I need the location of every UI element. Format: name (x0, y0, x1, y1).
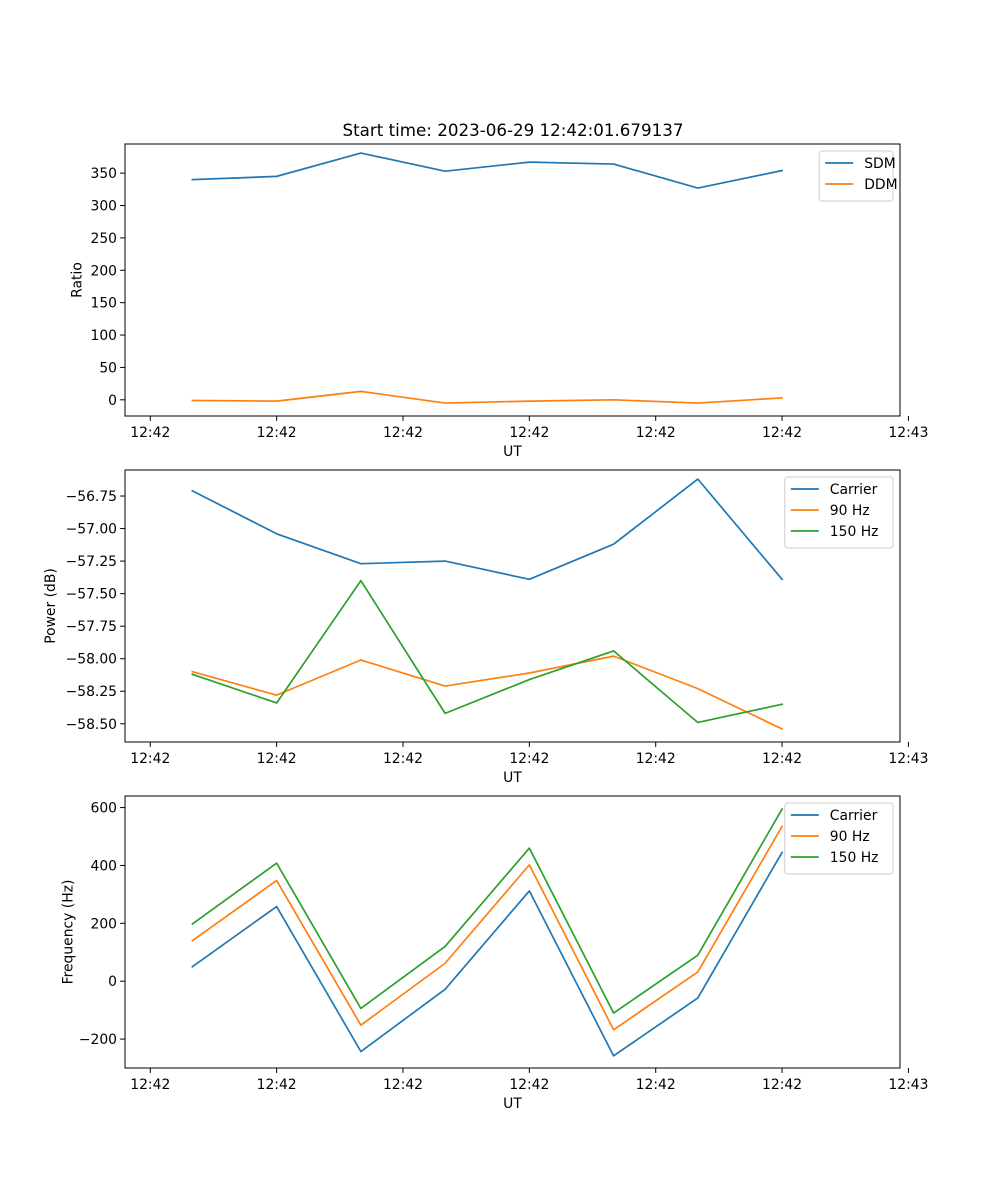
y-tick-label: 150 (90, 296, 117, 312)
y-tick-label: −58.25 (66, 684, 117, 700)
x-tick-label: 12:43 (888, 751, 928, 767)
y-tick-label: 200 (90, 916, 117, 932)
series-line-sdm (191, 152, 784, 189)
axes-frame (124, 795, 901, 1069)
y-axis-label: Frequency (Hz) (61, 880, 77, 985)
axes-frame (124, 143, 901, 417)
x-tick-label: 12:43 (888, 425, 928, 441)
y-tick-label: 200 (90, 263, 117, 279)
x-tick-label: 12:42 (383, 1077, 423, 1093)
x-tick-label: 12:42 (636, 425, 676, 441)
x-axis-label: UT (503, 770, 522, 786)
x-axis-label: UT (503, 1096, 522, 1112)
x-tick-label: 12:42 (130, 1077, 170, 1093)
y-tick-label: −57.75 (66, 619, 117, 635)
x-tick-label: 12:42 (257, 751, 297, 767)
x-tick-label: 12:42 (257, 425, 297, 441)
axes-frame (124, 469, 901, 743)
x-tick-label: 12:42 (383, 425, 423, 441)
y-axis-label: Ratio (69, 262, 85, 298)
legend-label: Carrier (830, 482, 878, 498)
x-tick-label: 12:42 (257, 1077, 297, 1093)
y-tick-label: −57.50 (66, 587, 117, 603)
y-tick-label: 0 (108, 974, 117, 990)
y-tick-label: −57.25 (66, 554, 117, 570)
y-tick-label: 600 (90, 801, 117, 817)
chart-panel-2: 12:42 12:42 12:42 12:42 12:42 12:42 12:43 −58.5… (43, 469, 928, 786)
x-tick-label: 12:42 (130, 425, 170, 441)
legend-label: Carrier (830, 808, 878, 824)
x-tick-label: 12:42 (509, 1077, 549, 1093)
series-line-carrier (191, 478, 784, 581)
legend-label: SDM (864, 156, 896, 172)
y-tick-label: −58.00 (66, 652, 117, 668)
y-tick-label: 350 (90, 166, 117, 182)
panels: 12:42 12:42 12:42 12:42 12:42 12:42 12:43 0 50 10… (43, 143, 928, 1112)
x-tick-label: 12:42 (509, 751, 549, 767)
x-tick-label: 12:43 (888, 1077, 928, 1093)
legend-label: 150 Hz (830, 850, 879, 866)
y-tick-label: 0 (108, 393, 117, 409)
legend-label: 90 Hz (830, 503, 870, 519)
y-tick-label: −58.50 (66, 717, 117, 733)
y-tick-label: 100 (90, 328, 117, 344)
y-tick-label: −57.00 (66, 522, 117, 538)
y-tick-label: 250 (90, 231, 117, 247)
y-axis-label: Power (dB) (43, 568, 59, 644)
series-line-90-hz (191, 825, 784, 1031)
y-tick-label: −56.75 (66, 489, 117, 505)
legend-label: 150 Hz (830, 524, 879, 540)
series-line-90-hz (191, 655, 784, 731)
chart-panel-1: 12:42 12:42 12:42 12:42 12:42 12:42 12:43 0 50 10… (69, 143, 928, 460)
series-line-carrier (191, 851, 784, 1057)
x-tick-label: 12:42 (636, 751, 676, 767)
x-tick-label: 12:42 (762, 425, 802, 441)
x-tick-label: 12:42 (130, 751, 170, 767)
legend-label: DDM (864, 177, 897, 193)
x-tick-label: 12:42 (509, 425, 549, 441)
y-tick-label: 400 (90, 858, 117, 874)
series-line-150-hz (191, 579, 784, 724)
y-tick-label: 300 (90, 199, 117, 215)
legend-label: 90 Hz (830, 829, 870, 845)
chart-panel-3: 12:42 12:42 12:42 12:42 12:42 12:42 12:43 −200 0… (61, 795, 928, 1112)
x-axis-label: UT (503, 444, 522, 460)
y-tick-label: 50 (99, 360, 117, 376)
x-tick-label: 12:42 (762, 751, 802, 767)
x-tick-label: 12:42 (636, 1077, 676, 1093)
chart-title: Start time: 2023-06-29 12:42:01.679137 (343, 120, 684, 140)
x-tick-label: 12:42 (762, 1077, 802, 1093)
series-line-ddm (191, 390, 783, 404)
x-tick-label: 12:42 (383, 751, 423, 767)
series-line-150-hz (191, 807, 784, 1014)
y-tick-label: −200 (79, 1032, 117, 1048)
